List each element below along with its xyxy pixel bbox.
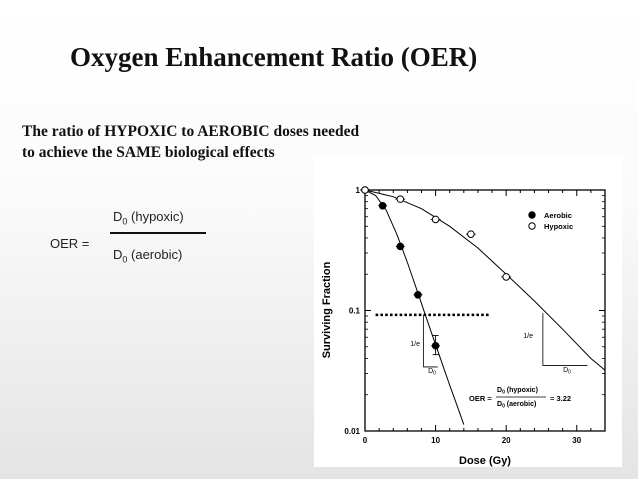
axis-ticks: 0 10 20 30 0.01 0.1 1 xyxy=(344,186,606,445)
slide-title: Oxygen Enhancement Ratio (OER) xyxy=(70,42,478,72)
y-axis-title: Surviving Fraction xyxy=(321,261,333,358)
oer-annotation: OER = D0 (hypoxic) D0 (aerobic) = 3.22 xyxy=(469,387,571,410)
annotations xyxy=(375,313,588,368)
y-tick-label: 0.1 xyxy=(349,307,361,316)
hypoxic-point xyxy=(502,273,510,281)
aerobic-point xyxy=(396,242,405,251)
hypoxic-point xyxy=(431,215,440,224)
legend-aerobic-label: Aerobic xyxy=(544,211,572,220)
survival-curve-chart: 0 10 20 30 0.01 0.1 1 Surviving Fraction Dose … xyxy=(321,186,606,467)
x-axis-title: Dose (Gy) xyxy=(459,455,511,467)
hypoxic-point xyxy=(467,230,475,238)
y-tick-label: 1 xyxy=(356,186,361,195)
legend-aerobic-marker xyxy=(528,211,536,219)
oer-formula: OER = D0 (hypoxic) D0 (aerobic) xyxy=(50,205,220,275)
legend: Aerobic Hypoxic xyxy=(528,211,573,231)
aerobic-curve xyxy=(364,189,465,425)
hypoxic-triangle-vertical-label: 1/e xyxy=(523,333,533,340)
aerobic-point xyxy=(414,290,422,299)
x-tick-label: 30 xyxy=(572,436,581,445)
formula-denominator: D0 (aerobic) xyxy=(113,247,183,265)
hypoxic-point xyxy=(361,186,369,194)
triangle-label-aerobic: 1/e D0 xyxy=(410,341,436,377)
data-points xyxy=(360,186,512,356)
oer-annotation-denominator: D0 (aerobic) xyxy=(497,401,536,410)
triangle-label-hypoxic: 1/e D0 xyxy=(523,333,571,376)
aerobic-point xyxy=(378,201,387,210)
x-tick-label: 20 xyxy=(502,436,511,445)
hypoxic-point xyxy=(396,195,405,203)
formula-fraction-bar xyxy=(110,232,206,234)
legend-hypoxic-marker xyxy=(528,222,536,230)
intro-text: The ratio of HYPOXIC to AEROBIC doses ne… xyxy=(22,123,360,161)
aerobic-triangle-horizontal-label: D0 xyxy=(428,368,436,377)
x-tick-label: 0 xyxy=(363,436,368,445)
aerobic-triangle-lines xyxy=(423,314,438,368)
x-tick-label: 10 xyxy=(431,436,440,445)
formula-lhs: OER = xyxy=(50,236,90,251)
chart-panel: 0 10 20 30 0.01 0.1 1 Surviving Fraction Dose … xyxy=(314,155,622,467)
oer-annotation-result: = 3.22 xyxy=(550,394,571,403)
formula-numerator: D0 (hypoxic) xyxy=(113,209,184,227)
legend-hypoxic-label: Hypoxic xyxy=(544,222,573,231)
oer-annotation-lhs: OER = xyxy=(469,394,492,403)
y-tick-label: 0.01 xyxy=(344,427,360,436)
aerobic-triangle-vertical-label: 1/e xyxy=(410,341,420,348)
oer-annotation-numerator: D0 (hypoxic) xyxy=(497,387,538,396)
hypoxic-triangle-horizontal-label: D0 xyxy=(563,367,571,376)
hypoxic-triangle-lines xyxy=(542,313,588,366)
hypoxic-curve xyxy=(364,189,606,371)
aerobic-point xyxy=(431,341,440,350)
